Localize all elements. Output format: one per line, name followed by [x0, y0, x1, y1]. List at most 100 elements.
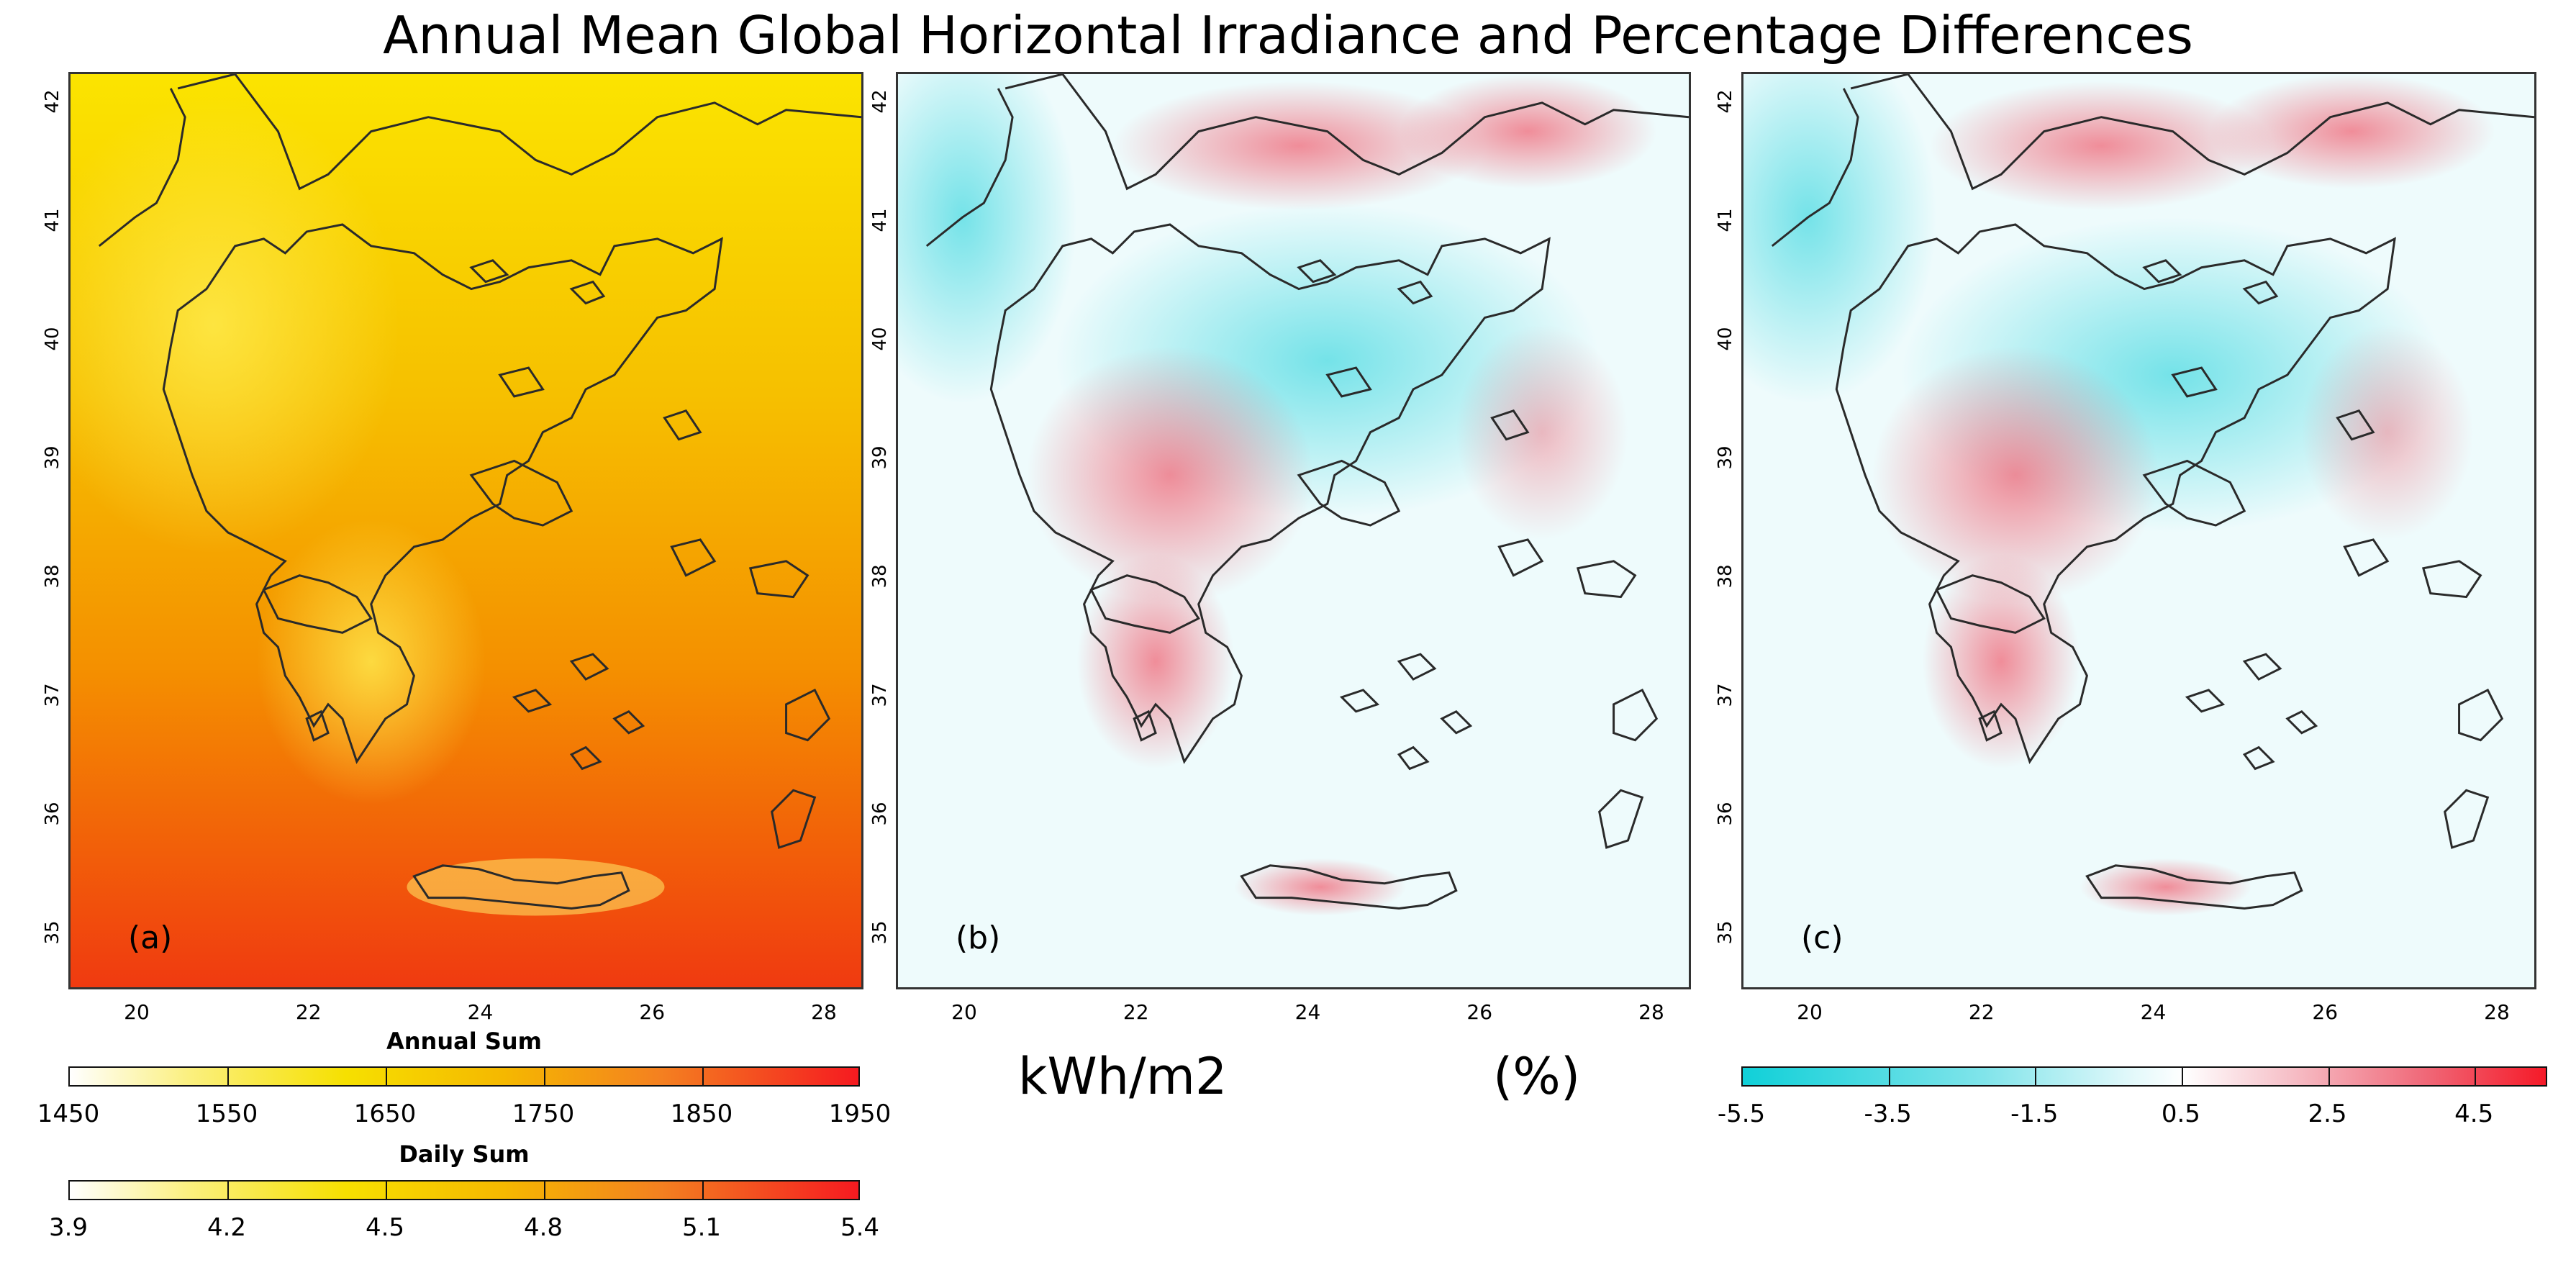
border-or-island-outline	[2142, 259, 2182, 284]
border-or-island-outline	[569, 745, 602, 771]
colorbar-segment-divider	[227, 1068, 229, 1085]
colorbar-annual-title: Annual Sum	[386, 1028, 542, 1055]
colorbar-tick-label: 1750	[512, 1099, 575, 1128]
border-or-island-outline	[1397, 653, 1437, 681]
longitude-tick-label: 22	[1123, 1000, 1149, 1024]
colorbar-tick-label: 1850	[670, 1099, 733, 1128]
colorbar-annual	[68, 1066, 860, 1087]
latitude-tick-label: 39	[42, 445, 63, 470]
latitude-tick-label: 42	[42, 89, 63, 114]
longitude-tick-label: 20	[124, 1000, 150, 1024]
border-or-island-outline	[98, 88, 186, 248]
colorbar-tick-label: 1550	[195, 1099, 258, 1128]
border-or-island-outline	[1978, 709, 2003, 742]
colorbar-daily	[68, 1180, 860, 1200]
coastline	[1089, 574, 1200, 634]
longitude-tick-label: 26	[1466, 1000, 1493, 1024]
colorbar-daily-title: Daily Sum	[399, 1141, 530, 1168]
latitude-tick-label: 41	[42, 208, 63, 232]
border-or-island-outline	[305, 709, 330, 742]
latitude-tick-label: 39	[1715, 445, 1736, 470]
percent-unit-label: (%)	[1493, 1047, 1581, 1106]
latitude-tick-label: 35	[42, 920, 63, 945]
border-or-island-outline	[748, 560, 809, 599]
border-or-island-outline	[569, 653, 609, 681]
latitude-tick-label: 37	[1715, 683, 1736, 707]
crete-outline	[2085, 864, 2303, 910]
coastline	[1297, 459, 1401, 527]
colorbar-segment-divider	[1888, 1068, 1890, 1085]
border-or-island-outline	[1576, 560, 1637, 599]
latitude-tick-label: 39	[869, 445, 891, 470]
panel-a-map: (a)	[68, 72, 863, 989]
colorbar-segment-divider	[2475, 1068, 2477, 1085]
colorbar-segment-divider	[2035, 1068, 2037, 1085]
border-or-island-outline	[2242, 653, 2282, 681]
colorbar-segment-divider	[386, 1068, 387, 1085]
border-or-island-outline	[1440, 709, 1473, 735]
latitude-tick-label: 41	[869, 208, 891, 232]
border-or-island-outline	[1339, 689, 1380, 713]
border-or-island-outline	[670, 538, 717, 577]
panel-c-difference-field	[1743, 74, 2534, 987]
colorbar-segment-divider	[702, 1068, 704, 1085]
coastline	[2142, 459, 2246, 527]
border-or-island-outline	[2444, 789, 2490, 849]
border-or-island-outline	[2421, 560, 2482, 599]
latitude-tick-label: 36	[42, 802, 63, 826]
panel-b-difference-field	[898, 74, 1689, 987]
border-or-island-outline	[1397, 280, 1433, 305]
latitude-tick-label: 38	[869, 564, 891, 589]
panel-b-label: (b)	[956, 920, 1001, 956]
border-or-island-outline	[1771, 88, 1859, 248]
colorbar-segment-divider	[702, 1182, 704, 1199]
energy-unit-label: kWh/m2	[1018, 1047, 1228, 1106]
colorbar-tick-label: -5.5	[1717, 1099, 1766, 1128]
border-or-island-outline	[177, 74, 861, 191]
border-or-island-outline	[2185, 689, 2226, 713]
border-or-island-outline	[2343, 538, 2390, 577]
colorbar-tick-label: 4.5	[2454, 1099, 2494, 1128]
longitude-tick-label: 22	[295, 1000, 322, 1024]
border-or-island-outline	[469, 259, 509, 284]
latitude-tick-label: 42	[1715, 89, 1736, 114]
longitude-tick-label: 28	[1638, 1000, 1664, 1024]
border-or-island-outline	[1004, 74, 1689, 191]
border-or-island-outline	[1613, 688, 1659, 742]
latitude-tick-label: 42	[869, 89, 891, 114]
colorbar-tick-label: 1450	[37, 1099, 100, 1128]
latitude-tick-label: 41	[1715, 208, 1736, 232]
coastline	[469, 459, 573, 527]
colorbar-tick-label: 4.2	[207, 1213, 247, 1242]
colorbar-tick-label: 0.5	[2161, 1099, 2200, 1128]
longitude-tick-label: 24	[1294, 1000, 1321, 1024]
border-or-island-outline	[612, 709, 645, 735]
colorbar-segment-divider	[544, 1182, 545, 1199]
border-or-island-outline	[771, 789, 817, 849]
border-or-island-outline	[1497, 538, 1544, 577]
longitude-tick-label: 26	[639, 1000, 666, 1024]
latitude-tick-label: 40	[42, 327, 63, 351]
border-or-island-outline	[498, 366, 545, 398]
colorbar-tick-label: -3.5	[1864, 1099, 1912, 1128]
colorbar-tick-label: 3.9	[48, 1213, 89, 1242]
latitude-tick-label: 35	[869, 920, 891, 945]
colorbar-segment-divider	[544, 1068, 545, 1085]
border-or-island-outline	[2171, 366, 2218, 398]
latitude-tick-label: 36	[1715, 802, 1736, 826]
latitude-tick-label: 35	[1715, 920, 1736, 945]
longitude-tick-label: 20	[951, 1000, 977, 1024]
border-or-island-outline	[785, 688, 831, 742]
coastline	[1835, 223, 2396, 764]
coastline	[162, 223, 723, 764]
panel-a-label: (a)	[128, 920, 173, 956]
crete-outline	[412, 864, 630, 910]
panel-c-map: (c)	[1741, 72, 2536, 989]
coastline	[989, 223, 1551, 764]
longitude-tick-label: 22	[1968, 1000, 1995, 1024]
crete-outline	[1240, 864, 1458, 910]
latitude-tick-label: 37	[869, 683, 891, 707]
latitude-tick-label: 38	[42, 564, 63, 589]
colorbar-tick-label: 1950	[828, 1099, 892, 1128]
border-or-island-outline	[512, 689, 553, 713]
